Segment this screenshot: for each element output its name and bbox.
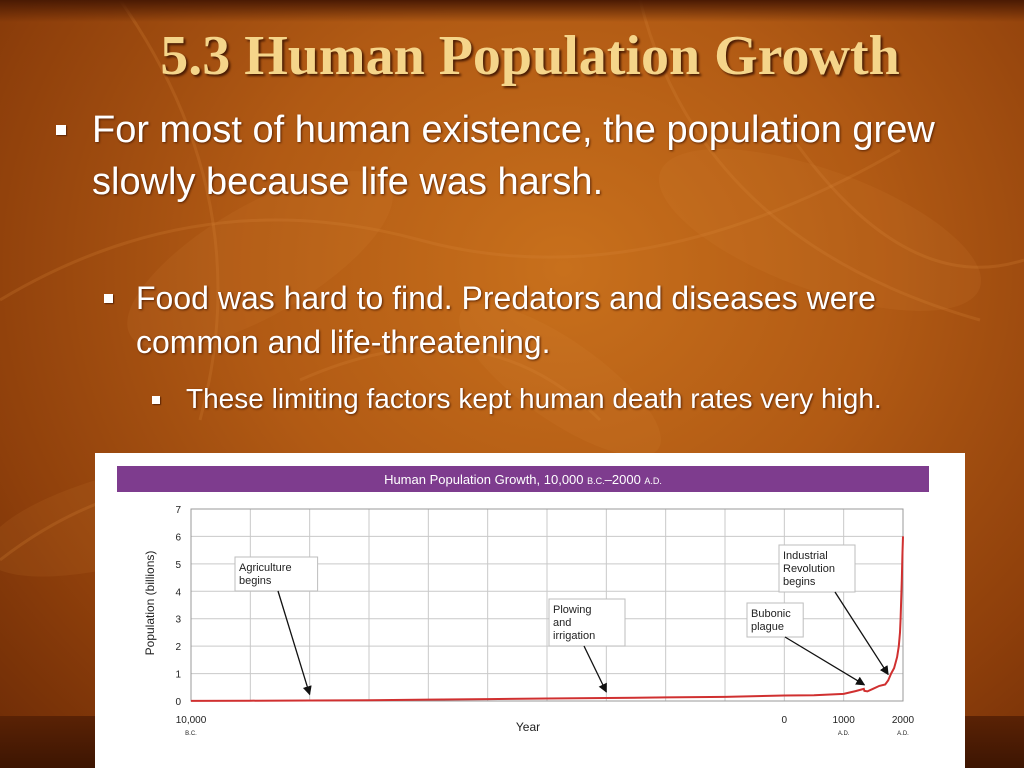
y-tick-label: 3: [175, 615, 181, 626]
annotation-box: [778, 544, 856, 593]
bullet-square-icon: [152, 396, 160, 404]
x-tick-sublabel: B.C.: [185, 731, 197, 737]
y-tick-label: 1: [175, 670, 181, 681]
annotation-text: Plowing: [553, 604, 592, 616]
annotation-box: [234, 556, 319, 592]
annotation-text: irrigation: [553, 630, 595, 642]
top-shadow-band: [0, 0, 1024, 22]
annotations: AgriculturebeginsPlowingandirrigationBub…: [234, 544, 889, 696]
annotation-text: and: [553, 617, 571, 629]
chart-panel: Human Population Growth, 10,000 B.C.–200…: [95, 453, 965, 768]
annotation-text: Industrial: [783, 550, 828, 562]
chart-header-bar: [117, 466, 929, 492]
y-tick-label: 4: [175, 587, 181, 598]
annotation-box: [548, 598, 626, 647]
annotation-arrow: [277, 590, 312, 696]
x-axis-label: Year: [516, 720, 540, 734]
population-chart: Human Population Growth, 10,000 B.C.–200…: [117, 466, 929, 737]
axis-ticks: 0 1 2 3 4 5 6 7 10,000 B.C. 0 1000 A.D. 2000 A.D.: [175, 505, 914, 737]
chart-title-bc: B.C.: [587, 476, 605, 486]
bullet-level-2: Food was hard to find. Predators and dis…: [136, 280, 876, 360]
slide-title: 5.3 Human Population Growth: [160, 25, 900, 87]
y-tick-label: 7: [175, 505, 181, 516]
annotation-text: Revolution: [783, 563, 835, 575]
y-axis-label: Population (billions): [143, 551, 157, 656]
chart-title-ad: A.D.: [644, 476, 662, 486]
annotation-text: begins: [239, 575, 272, 587]
annotation-text: Agriculture: [239, 562, 292, 574]
chart-title-main: Human Population Growth, 10,000: [384, 472, 587, 487]
series-layer: [190, 536, 904, 702]
bullet-square-icon: [104, 294, 113, 303]
annotation-box: [746, 602, 804, 638]
y-tick-label: 0: [175, 697, 181, 708]
population-series-line: [190, 536, 904, 702]
x-tick-label: 2000: [892, 715, 915, 726]
y-tick-label: 6: [175, 532, 181, 543]
annotation-arrow: [784, 636, 866, 686]
bullet-square-icon: [56, 125, 66, 135]
plot-frame: [190, 508, 904, 702]
chart-title-mid: –2000: [605, 472, 645, 487]
annotation-text: Bubonic: [751, 608, 791, 620]
x-tick-label: 0: [782, 715, 788, 726]
bullet-level-1: For most of human existence, the populat…: [92, 109, 935, 203]
x-tick-sublabel: A.D.: [897, 731, 909, 737]
y-tick-label: 5: [175, 560, 181, 571]
bullet-level-3: These limiting factors kept human death …: [186, 383, 882, 414]
annotation-arrow: [834, 591, 889, 676]
x-tick-sublabel: A.D.: [838, 731, 850, 737]
chart-title: Human Population Growth, 10,000 B.C.–200…: [384, 472, 662, 487]
annotation-text: begins: [783, 576, 816, 588]
annotation-arrow: [583, 645, 607, 693]
annotation-text: plague: [751, 621, 784, 633]
x-tick-label: 10,000: [176, 715, 207, 726]
x-tick-label: 1000: [833, 715, 856, 726]
y-tick-label: 2: [175, 642, 181, 653]
